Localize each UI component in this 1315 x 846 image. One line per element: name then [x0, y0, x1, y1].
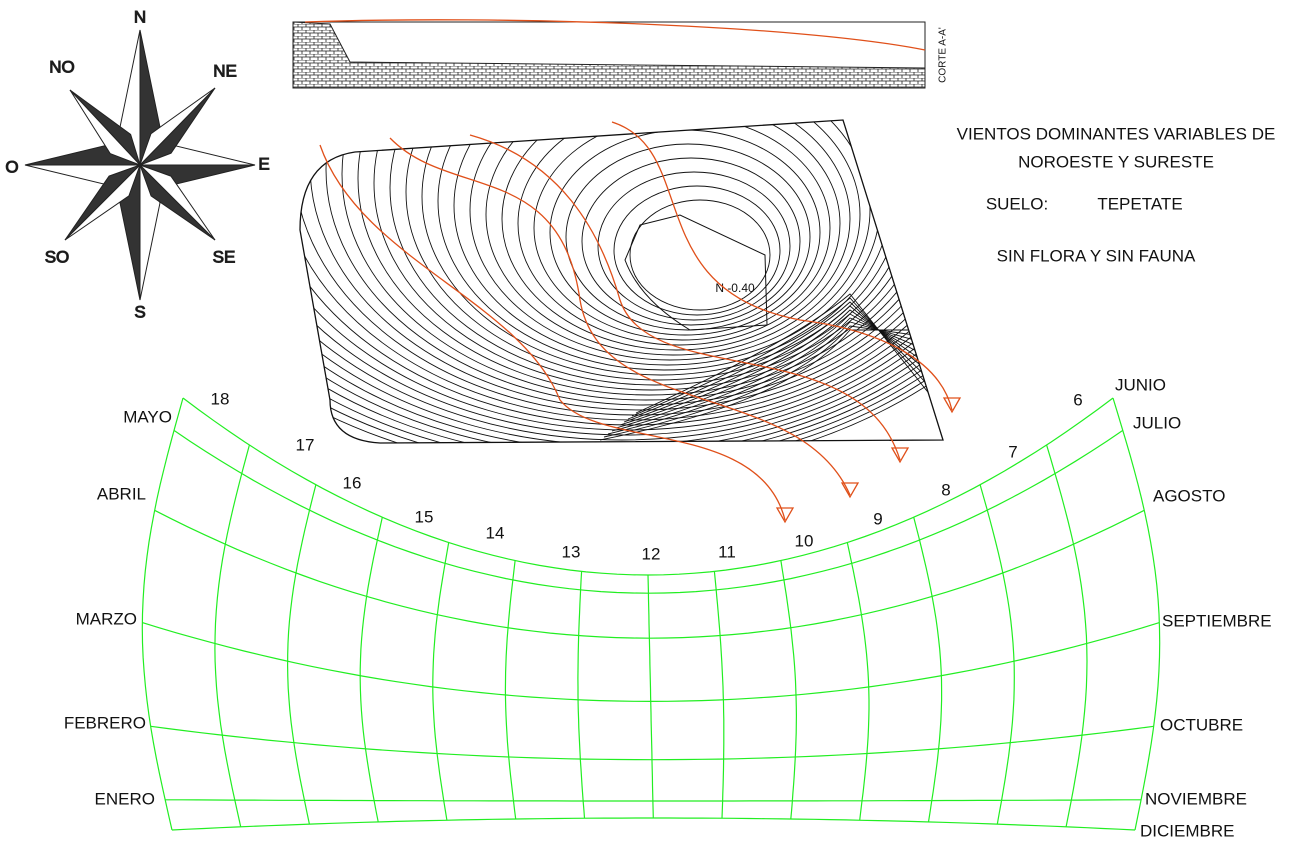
hour-line — [648, 575, 653, 818]
month-line — [172, 818, 1135, 830]
hour-line — [980, 485, 1014, 824]
hour-line — [215, 445, 250, 827]
month-label: OCTUBRE — [1160, 715, 1243, 734]
hour-line — [847, 543, 869, 821]
hour-line — [781, 561, 797, 819]
hour-label: 8 — [941, 480, 950, 499]
hour-line — [142, 398, 183, 830]
hour-line — [914, 517, 942, 822]
hour-label: 11 — [718, 542, 736, 561]
note: SIN FLORA Y SIN FAUNA — [997, 246, 1196, 265]
month-label: NOVIEMBRE — [1145, 789, 1247, 808]
note: VIENTOS DOMINANTES VARIABLES DE — [957, 124, 1276, 143]
compass-label: E — [258, 154, 269, 173]
hour-label: 14 — [486, 523, 505, 542]
level-label: N -0.40 — [715, 281, 755, 295]
compass-label: S — [134, 302, 145, 321]
hour-line — [1047, 445, 1087, 827]
contour — [470, 60, 870, 360]
contour — [502, 88, 850, 350]
contour — [598, 172, 790, 320]
hour-line — [578, 571, 585, 818]
month-label: DICIEMBRE — [1140, 821, 1234, 840]
section: CORTE A-A' — [293, 20, 949, 88]
month-label: MAYO — [123, 407, 172, 426]
month-label: ABRIL — [97, 484, 146, 503]
contour — [628, 302, 950, 419]
compass-rose: N NO NE O E SO SE S — [5, 7, 269, 321]
hour-label: 18 — [211, 389, 230, 408]
compass-label: SO — [45, 247, 70, 266]
compass-label: NO — [49, 57, 75, 76]
site-analysis: N NO NE O E SO SE S CORTE A-A' N -0.40 V… — [0, 0, 1315, 846]
note: NOROESTE Y SURESTE — [1018, 152, 1214, 171]
month-label: FEBRERO — [64, 713, 146, 732]
notes: VIENTOS DOMINANTES VARIABLES DE NOROESTE… — [957, 124, 1276, 265]
hour-label: 15 — [415, 507, 434, 526]
compass-label: O — [5, 157, 18, 176]
hour-label: 13 — [562, 542, 581, 561]
section-cut — [293, 22, 925, 68]
month-label: MARZO — [76, 609, 137, 628]
contour — [550, 130, 820, 335]
hour-label: 6 — [1073, 390, 1082, 409]
hour-line — [433, 543, 449, 821]
section-label: CORTE A-A' — [938, 27, 949, 83]
hour-label: 10 — [795, 531, 814, 550]
compass-label: N — [134, 7, 146, 26]
month-line — [174, 430, 1123, 593]
hour-line — [1113, 398, 1160, 830]
hour-label: 17 — [296, 435, 315, 454]
hour-label: 12 — [642, 544, 661, 563]
note: SUELO: — [986, 194, 1048, 213]
wind-path — [612, 122, 952, 410]
compass-label: NE — [213, 61, 237, 80]
note: TEPETATE — [1097, 194, 1182, 213]
hour-label: 16 — [343, 473, 362, 492]
hour-label: 7 — [1008, 442, 1017, 461]
hour-line — [505, 561, 515, 819]
hour-line — [360, 517, 382, 822]
sun-chart — [142, 398, 1159, 830]
hour-line — [288, 485, 316, 824]
month-label: SEPTIEMBRE — [1162, 611, 1272, 630]
hour-line — [714, 571, 723, 818]
compass-label: SE — [213, 247, 236, 266]
month-label: AGOSTO — [1153, 486, 1225, 505]
month-label: JUNIO — [1115, 375, 1166, 394]
platform — [625, 215, 767, 330]
month-label: JULIO — [1133, 413, 1181, 432]
month-label: ENERO — [95, 789, 155, 808]
hour-label: 9 — [873, 509, 882, 528]
